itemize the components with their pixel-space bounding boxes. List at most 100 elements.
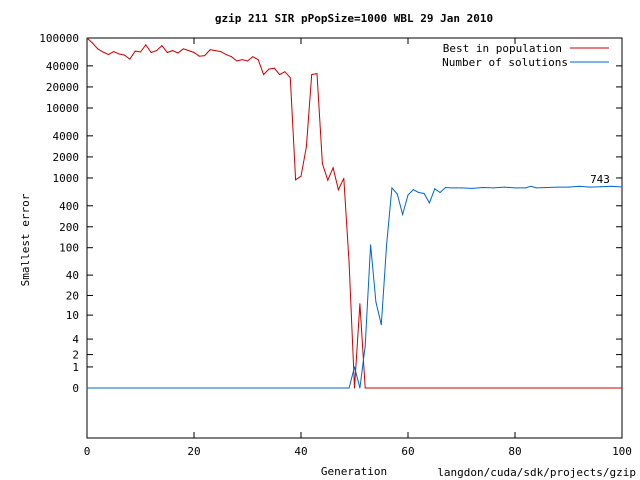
plot-axes [86, 37, 623, 439]
y-tick-label-200: 200 [59, 221, 79, 234]
series-0-point [150, 52, 152, 54]
x-tick-label-60: 60 [401, 445, 414, 458]
x-tick-label-0: 0 [84, 445, 91, 458]
series-0-point [91, 42, 93, 44]
y-tick-label-10: 10 [66, 309, 79, 322]
series-1-point [621, 186, 623, 188]
plot-border [86, 37, 623, 439]
x-axis-label: Generation [321, 465, 387, 478]
series-0-point [236, 60, 238, 62]
series-0-point [220, 51, 222, 53]
series-0-point [337, 189, 339, 191]
series-1-point [434, 188, 436, 190]
series-1-point [568, 186, 569, 188]
series-0-point [145, 44, 147, 46]
y-tick-label-100000: 100000 [39, 32, 79, 45]
series-1-point [343, 387, 345, 389]
series-0-point [300, 175, 302, 177]
series-1-point [589, 186, 591, 188]
series-1-point [455, 187, 457, 189]
series-1-point [140, 387, 141, 389]
series-0-point [621, 387, 623, 389]
series-0-point [348, 262, 350, 264]
series-layer [86, 37, 623, 389]
series-line-0 [86, 37, 622, 389]
series-0-point [343, 177, 345, 179]
series-0-point [370, 387, 372, 389]
series-1-point [359, 387, 361, 389]
series-0-point [305, 146, 307, 148]
series-0-point [140, 51, 141, 53]
legend-label-solutions: Number of solutions [442, 56, 568, 69]
chart-title: gzip 211 SIR pPopSize=1000 WBL 29 Jan 20… [215, 12, 493, 25]
series-0-point [97, 48, 99, 50]
series-0-point [332, 167, 334, 169]
series-0-point [177, 52, 179, 54]
series-0-point [166, 52, 168, 54]
series-0-point [113, 51, 115, 53]
series-1-point [514, 187, 516, 189]
series-line-1 [87, 185, 623, 389]
x-tick-label-80: 80 [508, 445, 521, 458]
x-tick-label-20: 20 [187, 445, 200, 458]
series-0-point [279, 74, 281, 76]
y-axis-label: Smallest error [19, 193, 32, 286]
series-0-point [134, 50, 136, 52]
series-1-point [380, 324, 382, 326]
series-1-point [300, 387, 302, 389]
y-tick-label-2000: 2000 [53, 151, 80, 164]
final-value-annotation: 743 [590, 173, 610, 186]
series-1-point [482, 187, 484, 189]
series-0-point [359, 303, 361, 305]
series-1-point [450, 187, 452, 189]
series-0-point [321, 163, 323, 165]
series-1-point [396, 193, 398, 195]
series-1-point [375, 301, 377, 303]
series-1-point [503, 186, 505, 188]
y-tick-label-20000: 20000 [46, 81, 79, 94]
series-0-point [230, 56, 232, 58]
y-tick-label-40: 40 [66, 269, 79, 282]
series-0-point [263, 74, 265, 76]
series-1-point [578, 185, 580, 187]
series-0-point [407, 387, 409, 389]
series-0-point [273, 67, 275, 69]
series-0-point [161, 45, 163, 47]
series-1-point [493, 187, 495, 189]
series-1-point [386, 244, 388, 246]
series-0-point [327, 179, 329, 181]
series-0-point [204, 55, 206, 57]
series-0-point [316, 73, 318, 75]
y-tick-label-4: 4 [72, 333, 79, 346]
y-tick-label-20: 20 [66, 289, 79, 302]
series-1-point [557, 186, 559, 188]
series-0-point [295, 179, 297, 181]
series-1-point [364, 345, 366, 347]
series-0-point [354, 387, 355, 389]
x-tick-label-40: 40 [294, 445, 307, 458]
series-1-point [418, 191, 420, 193]
series-0-point [123, 54, 125, 56]
series-1-point [610, 185, 612, 187]
series-1-point [423, 192, 425, 194]
series-1-point [546, 187, 548, 189]
x-tick-label-100: 100 [612, 445, 632, 458]
series-0-point [118, 53, 120, 55]
series-0-point [241, 59, 243, 61]
series-0-point [568, 387, 569, 389]
series-0-point [461, 387, 462, 389]
series-1-point [193, 387, 195, 389]
series-1-point [391, 187, 393, 189]
series-0-point [289, 77, 291, 79]
series-1-point [407, 194, 409, 196]
series-0-point [188, 50, 190, 52]
series-0-point [198, 55, 200, 57]
series-1-point [370, 244, 372, 246]
series-1-point [348, 387, 350, 389]
series-1-point [530, 185, 532, 187]
y-tick-label-1: 1 [72, 361, 79, 374]
series-0-point [214, 50, 216, 52]
series-0-point [311, 74, 313, 76]
series-1-point [525, 187, 527, 189]
series-0-point [257, 59, 259, 61]
